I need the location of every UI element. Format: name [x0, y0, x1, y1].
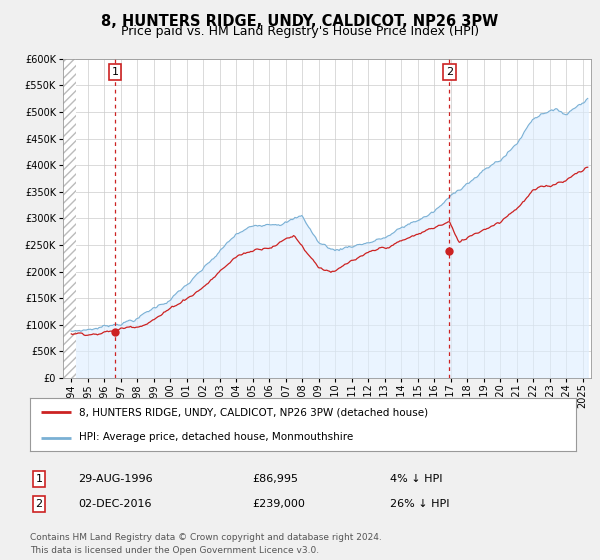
Text: 26% ↓ HPI: 26% ↓ HPI	[390, 499, 449, 509]
Text: HPI: Average price, detached house, Monmouthshire: HPI: Average price, detached house, Monm…	[79, 432, 353, 442]
Text: 02-DEC-2016: 02-DEC-2016	[78, 499, 151, 509]
Text: £86,995: £86,995	[252, 474, 298, 484]
Text: Price paid vs. HM Land Registry's House Price Index (HPI): Price paid vs. HM Land Registry's House …	[121, 25, 479, 38]
Text: 8, HUNTERS RIDGE, UNDY, CALDICOT, NP26 3PW (detached house): 8, HUNTERS RIDGE, UNDY, CALDICOT, NP26 3…	[79, 408, 428, 418]
Text: 2: 2	[35, 499, 43, 509]
Text: £239,000: £239,000	[252, 499, 305, 509]
Text: Contains HM Land Registry data © Crown copyright and database right 2024.
This d: Contains HM Land Registry data © Crown c…	[30, 533, 382, 554]
Text: 4% ↓ HPI: 4% ↓ HPI	[390, 474, 443, 484]
Text: 2: 2	[446, 67, 453, 77]
Bar	[63, 59, 76, 378]
Text: 1: 1	[35, 474, 43, 484]
Text: 29-AUG-1996: 29-AUG-1996	[78, 474, 152, 484]
Bar	[63, 59, 76, 378]
Text: 1: 1	[112, 67, 119, 77]
Text: 8, HUNTERS RIDGE, UNDY, CALDICOT, NP26 3PW: 8, HUNTERS RIDGE, UNDY, CALDICOT, NP26 3…	[101, 14, 499, 29]
